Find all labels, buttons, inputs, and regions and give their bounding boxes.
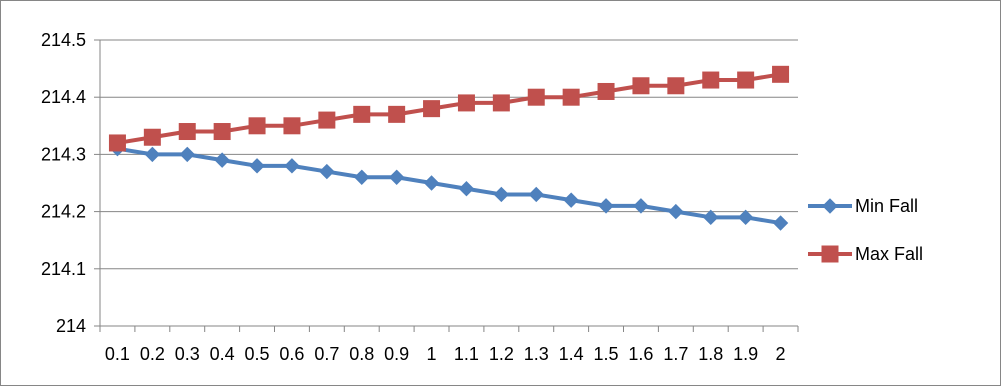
y-tick-label: 214.4 — [41, 87, 86, 107]
x-tick-label: 0.8 — [349, 344, 374, 364]
data-point — [388, 105, 406, 123]
data-point — [632, 77, 650, 95]
data-point — [248, 117, 266, 135]
data-point — [178, 123, 196, 141]
data-point — [284, 158, 300, 174]
x-tick-label: 0.1 — [105, 344, 130, 364]
x-tick-label: 1.4 — [559, 344, 584, 364]
data-point — [598, 198, 614, 214]
x-tick-label: 1 — [427, 344, 437, 364]
legend-label: Min Fall — [855, 196, 918, 216]
data-point — [143, 128, 161, 146]
y-tick-label: 214.1 — [41, 259, 86, 279]
x-tick-label: 1.2 — [489, 344, 514, 364]
data-point — [144, 146, 161, 163]
data-point — [353, 105, 371, 123]
data-point — [667, 77, 685, 95]
legend-marker — [822, 198, 838, 214]
data-point — [492, 94, 510, 112]
x-tick-label: 1.8 — [698, 344, 723, 364]
x-tick-label: 1.3 — [524, 344, 549, 364]
legend-marker — [821, 245, 839, 263]
data-point — [179, 146, 195, 163]
data-point — [772, 65, 790, 83]
x-tick-label: 0.3 — [175, 344, 200, 364]
data-point — [423, 100, 441, 118]
legend: Min Fall Max Fall — [808, 196, 923, 264]
x-tick-label: 0.4 — [210, 344, 235, 364]
data-point — [702, 71, 720, 89]
data-point — [527, 88, 545, 106]
data-point — [319, 163, 335, 180]
data-point — [354, 169, 370, 185]
x-tick-label: 1.7 — [663, 344, 688, 364]
y-tick-label: 214.2 — [41, 202, 86, 222]
series-group — [108, 65, 790, 231]
data-point — [213, 123, 231, 141]
x-tick-label: 0.7 — [314, 344, 339, 364]
data-point — [423, 175, 440, 191]
x-tick-label: 1.9 — [733, 344, 758, 364]
data-point — [458, 181, 475, 197]
legend-label: Max Fall — [855, 244, 923, 264]
data-point — [108, 134, 126, 152]
data-point — [737, 209, 754, 226]
data-point — [703, 209, 719, 226]
x-tick-label: 0.6 — [279, 344, 304, 364]
data-point — [214, 152, 230, 168]
y-tick-label: 214.5 — [41, 30, 86, 50]
data-point — [737, 71, 755, 89]
data-point — [562, 88, 580, 106]
data-point — [318, 111, 336, 129]
gridlines — [100, 39, 798, 270]
data-point — [528, 186, 544, 203]
data-point — [633, 198, 649, 214]
x-tick-label: 1.5 — [594, 344, 619, 364]
x-tick-label: 1.1 — [454, 344, 479, 364]
y-tick-labels: 214 214.1 214.2 214.3 214.4 214.5 — [41, 30, 86, 336]
data-point — [457, 94, 475, 112]
data-point — [283, 117, 301, 135]
y-tick-label: 214 — [56, 316, 86, 336]
data-point — [493, 186, 510, 203]
data-point — [772, 215, 789, 231]
x-tick-label: 0.2 — [140, 344, 165, 364]
x-tick-label: 0.5 — [245, 344, 270, 364]
y-tick-label: 214.3 — [41, 144, 86, 164]
data-point — [388, 169, 405, 185]
axes — [94, 39, 799, 332]
x-tick-label: 1.6 — [628, 344, 653, 364]
x-tick-labels: 0.1 0.2 0.3 0.4 0.5 0.6 0.7 0.8 0.9 1 1.1 1.2 1.3 1.4… — [105, 344, 786, 364]
x-tick-label: 0.9 — [384, 344, 409, 364]
x-tick-label: 2 — [776, 344, 786, 364]
data-point — [668, 203, 684, 220]
data-point — [563, 192, 579, 208]
data-point — [249, 158, 265, 174]
data-point — [597, 82, 615, 100]
